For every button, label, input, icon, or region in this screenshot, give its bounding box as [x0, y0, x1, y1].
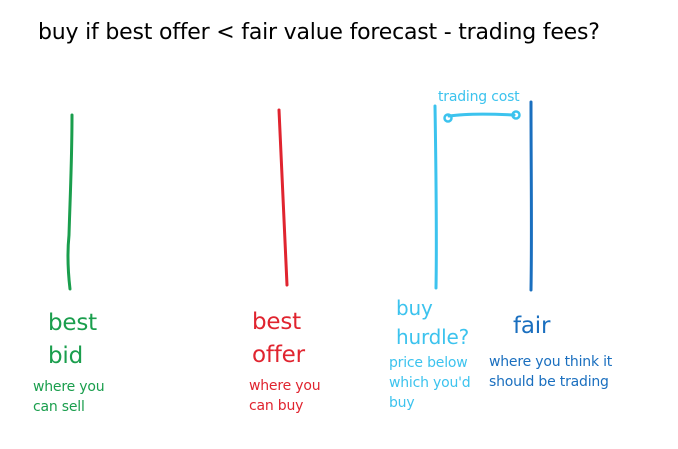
best-bid-line	[66, 113, 74, 291]
best-offer-label-1: best	[252, 309, 301, 335]
buy-hurdle-label-2: hurdle?	[396, 325, 469, 349]
buy-hurdle-note-2: which you'd	[389, 375, 471, 391]
best-offer-label-2: offer	[252, 342, 305, 368]
best-offer-note-2: can buy	[249, 398, 304, 414]
buy-hurdle-label-1: buy	[396, 296, 433, 320]
trading-cost-bracket	[447, 112, 516, 118]
best-offer-note-1: where you	[249, 378, 321, 394]
trading-cost-label: trading cost	[438, 89, 520, 105]
buy-hurdle-note-3: buy	[389, 395, 415, 411]
buy-hurdle-line	[433, 104, 438, 290]
fair-note-2: should be trading	[489, 374, 609, 390]
best-bid-note-2: can sell	[33, 399, 85, 415]
best-bid-label-1: best	[48, 310, 97, 336]
best-offer-line	[277, 108, 289, 287]
diagram-title: buy if best offer < fair value forecast …	[38, 20, 600, 45]
best-bid-label-2: bid	[48, 343, 83, 369]
best-bid-note-1: where you	[33, 379, 105, 395]
fair-note-1: where you think it	[489, 354, 613, 370]
bracket-right-end	[511, 110, 521, 120]
fair-label: fair	[513, 313, 551, 339]
buy-hurdle-note-1: price below	[389, 355, 468, 371]
bracket-left-end	[443, 113, 453, 123]
